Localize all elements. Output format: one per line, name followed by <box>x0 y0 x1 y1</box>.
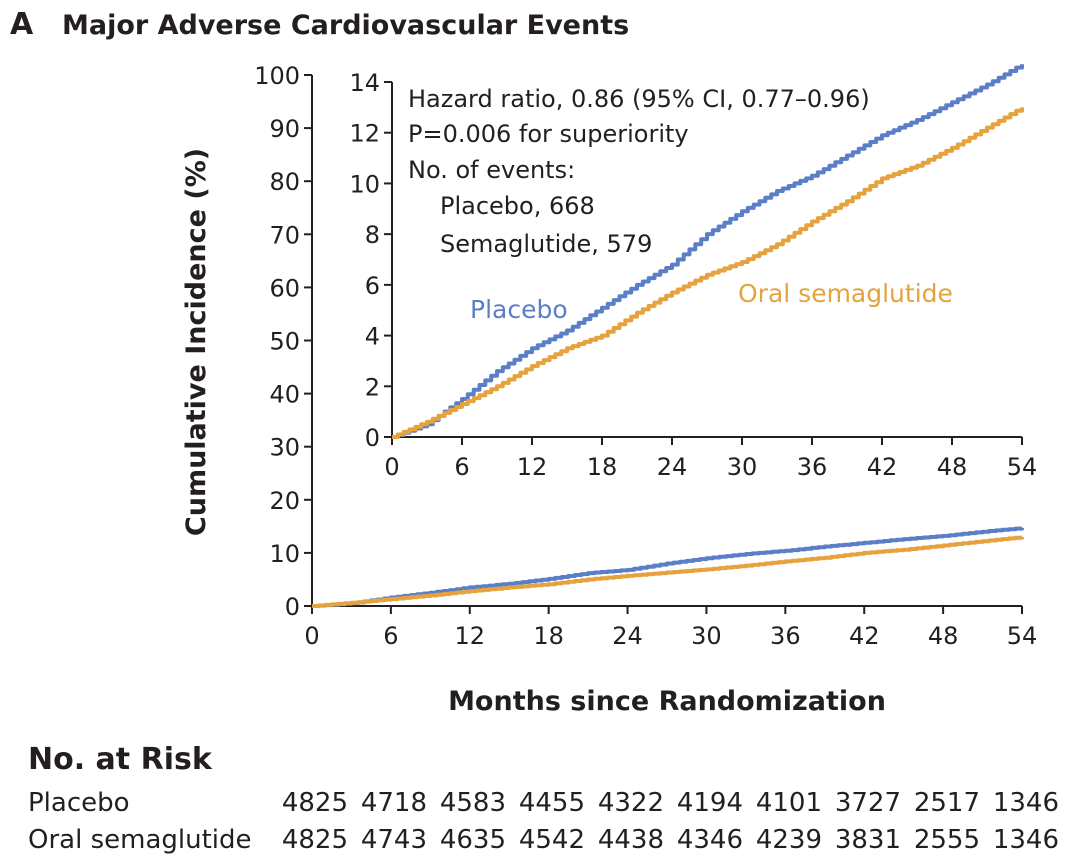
x-tick-label: 54 <box>1007 622 1038 650</box>
at-risk-value: 4346 <box>676 825 743 855</box>
series-label-semaglutide: Oral semaglutide <box>738 279 953 308</box>
x-tick-label: 0 <box>304 622 319 650</box>
y-tick-label: 12 <box>349 120 380 148</box>
series-label-placebo: Placebo <box>470 295 568 324</box>
at-risk-value: 4322 <box>597 788 664 818</box>
at-risk-value: 3727 <box>834 788 901 818</box>
x-tick-label: 12 <box>455 622 486 650</box>
at-risk-value: 4743 <box>360 825 427 855</box>
x-tick-label: 36 <box>797 453 828 481</box>
x-tick-label: 48 <box>928 622 959 650</box>
x-tick-label: 42 <box>849 622 880 650</box>
y-tick-label: 0 <box>285 593 300 621</box>
y-tick-label: 70 <box>269 221 300 249</box>
inset-annotations: Hazard ratio, 0.86 (95% CI, 0.77–0.96) P… <box>408 85 870 258</box>
x-tick-label: 18 <box>587 453 618 481</box>
x-tick-label: 0 <box>384 453 399 481</box>
x-tick-label: 24 <box>657 453 688 481</box>
hazard-ratio-text: Hazard ratio, 0.86 (95% CI, 0.77–0.96) <box>408 85 870 113</box>
y-tick-label: 30 <box>269 434 300 462</box>
at-risk-value: 4718 <box>360 788 427 818</box>
panel-letter: A <box>10 7 34 42</box>
at-risk-value: 4635 <box>439 825 506 855</box>
series-line-placebo <box>392 64 1024 439</box>
x-tick-label: 30 <box>691 622 722 650</box>
at-risk-row-semaglutide: Oral semaglutide 4825 4743 4635 4542 4438 434… <box>28 825 1068 861</box>
y-tick-label: 10 <box>349 170 380 198</box>
at-risk-value: 1346 <box>992 825 1059 855</box>
series-line-placebo <box>312 526 1024 608</box>
y-tick-label: 80 <box>269 168 300 196</box>
events-heading: No. of events: <box>408 156 575 184</box>
x-tick-label: 42 <box>867 453 898 481</box>
y-tick-label: 100 <box>254 62 300 90</box>
at-risk-value: 4455 <box>518 788 585 818</box>
p-value-text: P=0.006 for superiority <box>408 120 689 148</box>
y-axis-label: Cumulative Incidence (%) <box>181 148 212 536</box>
x-tick-label: 30 <box>727 453 758 481</box>
at-risk-value: 4239 <box>755 825 822 855</box>
at-risk-value: 4825 <box>281 825 348 855</box>
panel-title: Major Adverse Cardiovascular Events <box>62 10 629 41</box>
y-tick-label: 8 <box>365 221 380 249</box>
events-placebo: Placebo, 668 <box>440 192 595 220</box>
x-axis-label: Months since Randomization <box>448 686 886 717</box>
at-risk-row-placebo: Placebo 4825 4718 4583 4455 4322 4194 4101 3727… <box>28 788 1068 824</box>
y-tick-label: 90 <box>269 115 300 143</box>
y-tick-label: 14 <box>349 69 380 97</box>
at-risk-value: 4825 <box>281 788 348 818</box>
y-tick-label: 20 <box>269 487 300 515</box>
x-tick-label: 24 <box>612 622 643 650</box>
x-tick-label: 6 <box>383 622 398 650</box>
at-risk-title: No. at Risk <box>28 742 212 777</box>
series-line-oral-semaglutide <box>392 107 1024 439</box>
x-tick-label: 54 <box>1007 453 1038 481</box>
at-risk-value: 4101 <box>755 788 822 818</box>
at-risk-value: 4542 <box>518 825 585 855</box>
y-tick-label: 10 <box>269 540 300 568</box>
x-tick-label: 12 <box>517 453 548 481</box>
events-semaglutide: Semaglutide, 579 <box>440 230 652 258</box>
y-tick-label: 50 <box>269 328 300 356</box>
x-tick-label: 18 <box>533 622 564 650</box>
y-tick-label: 60 <box>269 274 300 302</box>
at-risk-value: 1346 <box>992 788 1059 818</box>
at-risk-value: 4583 <box>439 788 506 818</box>
at-risk-row-label: Oral semaglutide <box>28 825 252 855</box>
x-tick-label: 6 <box>454 453 469 481</box>
y-tick-label: 2 <box>365 373 380 401</box>
y-tick-label: 0 <box>365 424 380 452</box>
at-risk-value: 2517 <box>913 788 980 818</box>
x-tick-label: 36 <box>770 622 801 650</box>
at-risk-value: 4194 <box>676 788 743 818</box>
y-tick-label: 40 <box>269 381 300 409</box>
y-tick-label: 6 <box>365 272 380 300</box>
y-tick-label: 4 <box>365 323 380 351</box>
x-tick-label: 48 <box>937 453 968 481</box>
at-risk-value: 4438 <box>597 825 664 855</box>
at-risk-value: 2555 <box>913 825 980 855</box>
at-risk-value: 3831 <box>834 825 901 855</box>
at-risk-row-label: Placebo <box>28 788 130 818</box>
series-line-oral-semaglutide <box>312 535 1024 608</box>
